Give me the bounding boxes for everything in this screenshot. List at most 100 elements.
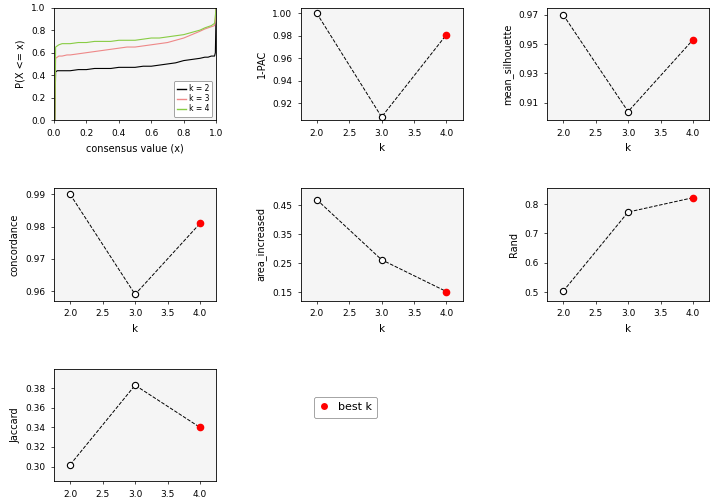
k = 2 [131, 65, 140, 71]
X-axis label: k: k [625, 143, 631, 153]
k = 4 [51, 44, 60, 50]
k = 3 [211, 18, 220, 24]
k = 4 [187, 29, 196, 35]
k = 2 [53, 68, 62, 74]
k = 4 [210, 20, 219, 26]
k = 2 [187, 56, 196, 62]
k = 2 [207, 53, 215, 59]
k = 4 [122, 37, 131, 43]
Line: k = 4: k = 4 [54, 8, 216, 120]
k = 2 [196, 55, 204, 61]
k = 2 [66, 68, 75, 74]
k = 3 [114, 45, 123, 51]
k = 4 [58, 41, 66, 47]
k = 4 [55, 42, 63, 48]
k = 4 [196, 27, 204, 33]
k = 3 [74, 51, 83, 57]
Legend: k = 2, k = 3, k = 4: k = 2, k = 3, k = 4 [174, 81, 212, 116]
k = 4 [204, 24, 212, 30]
k = 4 [74, 39, 83, 45]
k = 4 [212, 5, 220, 11]
k = 2 [171, 60, 180, 66]
k = 3 [66, 52, 75, 58]
k = 3 [63, 52, 71, 58]
k = 2 [99, 66, 107, 72]
k = 2 [51, 69, 60, 75]
k = 2 [122, 65, 131, 71]
k = 4 [50, 117, 58, 123]
k = 2 [155, 62, 163, 68]
k = 3 [51, 55, 60, 61]
k = 3 [139, 43, 148, 49]
k = 3 [187, 32, 196, 38]
k = 4 [99, 38, 107, 44]
Y-axis label: 1-PAC: 1-PAC [256, 50, 266, 78]
k = 2 [204, 54, 212, 60]
k = 3 [53, 54, 62, 60]
k = 3 [200, 26, 209, 32]
k = 3 [179, 35, 188, 41]
k = 4 [82, 39, 91, 45]
k = 3 [131, 44, 140, 50]
k = 2 [212, 5, 220, 11]
X-axis label: k: k [132, 324, 138, 334]
k = 4 [53, 43, 62, 49]
k = 2 [211, 50, 220, 56]
k = 3 [58, 53, 66, 59]
X-axis label: k: k [625, 324, 631, 334]
k = 3 [155, 41, 163, 47]
k = 3 [212, 5, 220, 11]
Y-axis label: concordance: concordance [10, 213, 20, 276]
k = 3 [107, 46, 115, 52]
k = 4 [147, 35, 156, 41]
k = 4 [66, 41, 75, 47]
k = 4 [211, 13, 220, 19]
k = 2 [50, 117, 59, 123]
k = 2 [50, 117, 58, 123]
k = 3 [82, 50, 91, 56]
k = 2 [114, 65, 123, 71]
k = 2 [55, 68, 63, 74]
k = 3 [90, 48, 99, 54]
k = 2 [200, 54, 209, 60]
X-axis label: k: k [379, 143, 384, 153]
k = 3 [210, 23, 219, 29]
k = 4 [163, 34, 172, 40]
k = 3 [204, 25, 212, 31]
k = 2 [58, 68, 66, 74]
k = 4 [179, 32, 188, 38]
k = 2 [139, 63, 148, 69]
k = 4 [107, 38, 115, 44]
k = 3 [55, 53, 63, 59]
Y-axis label: area_increased: area_increased [256, 208, 266, 281]
k = 4 [131, 37, 140, 43]
k = 2 [74, 67, 83, 73]
Line: k = 2: k = 2 [54, 8, 216, 120]
Y-axis label: Rand: Rand [509, 232, 518, 257]
X-axis label: consensus value (x): consensus value (x) [86, 143, 184, 153]
k = 3 [99, 47, 107, 53]
k = 4 [139, 36, 148, 42]
k = 4 [200, 25, 209, 31]
k = 2 [63, 68, 71, 74]
k = 4 [155, 35, 163, 41]
k = 3 [163, 39, 172, 45]
k = 2 [107, 66, 115, 72]
Y-axis label: P(X <= x): P(X <= x) [16, 40, 26, 88]
k = 2 [179, 57, 188, 64]
k = 4 [114, 37, 123, 43]
k = 2 [90, 66, 99, 72]
k = 4 [50, 117, 59, 123]
k = 3 [196, 28, 204, 34]
k = 4 [207, 23, 215, 29]
k = 2 [147, 63, 156, 69]
k = 3 [207, 24, 215, 30]
k = 3 [171, 37, 180, 43]
k = 3 [50, 117, 58, 123]
k = 2 [163, 61, 172, 67]
k = 3 [122, 44, 131, 50]
k = 3 [147, 42, 156, 48]
k = 3 [50, 117, 59, 123]
Line: k = 3: k = 3 [54, 8, 216, 120]
k = 4 [171, 33, 180, 39]
